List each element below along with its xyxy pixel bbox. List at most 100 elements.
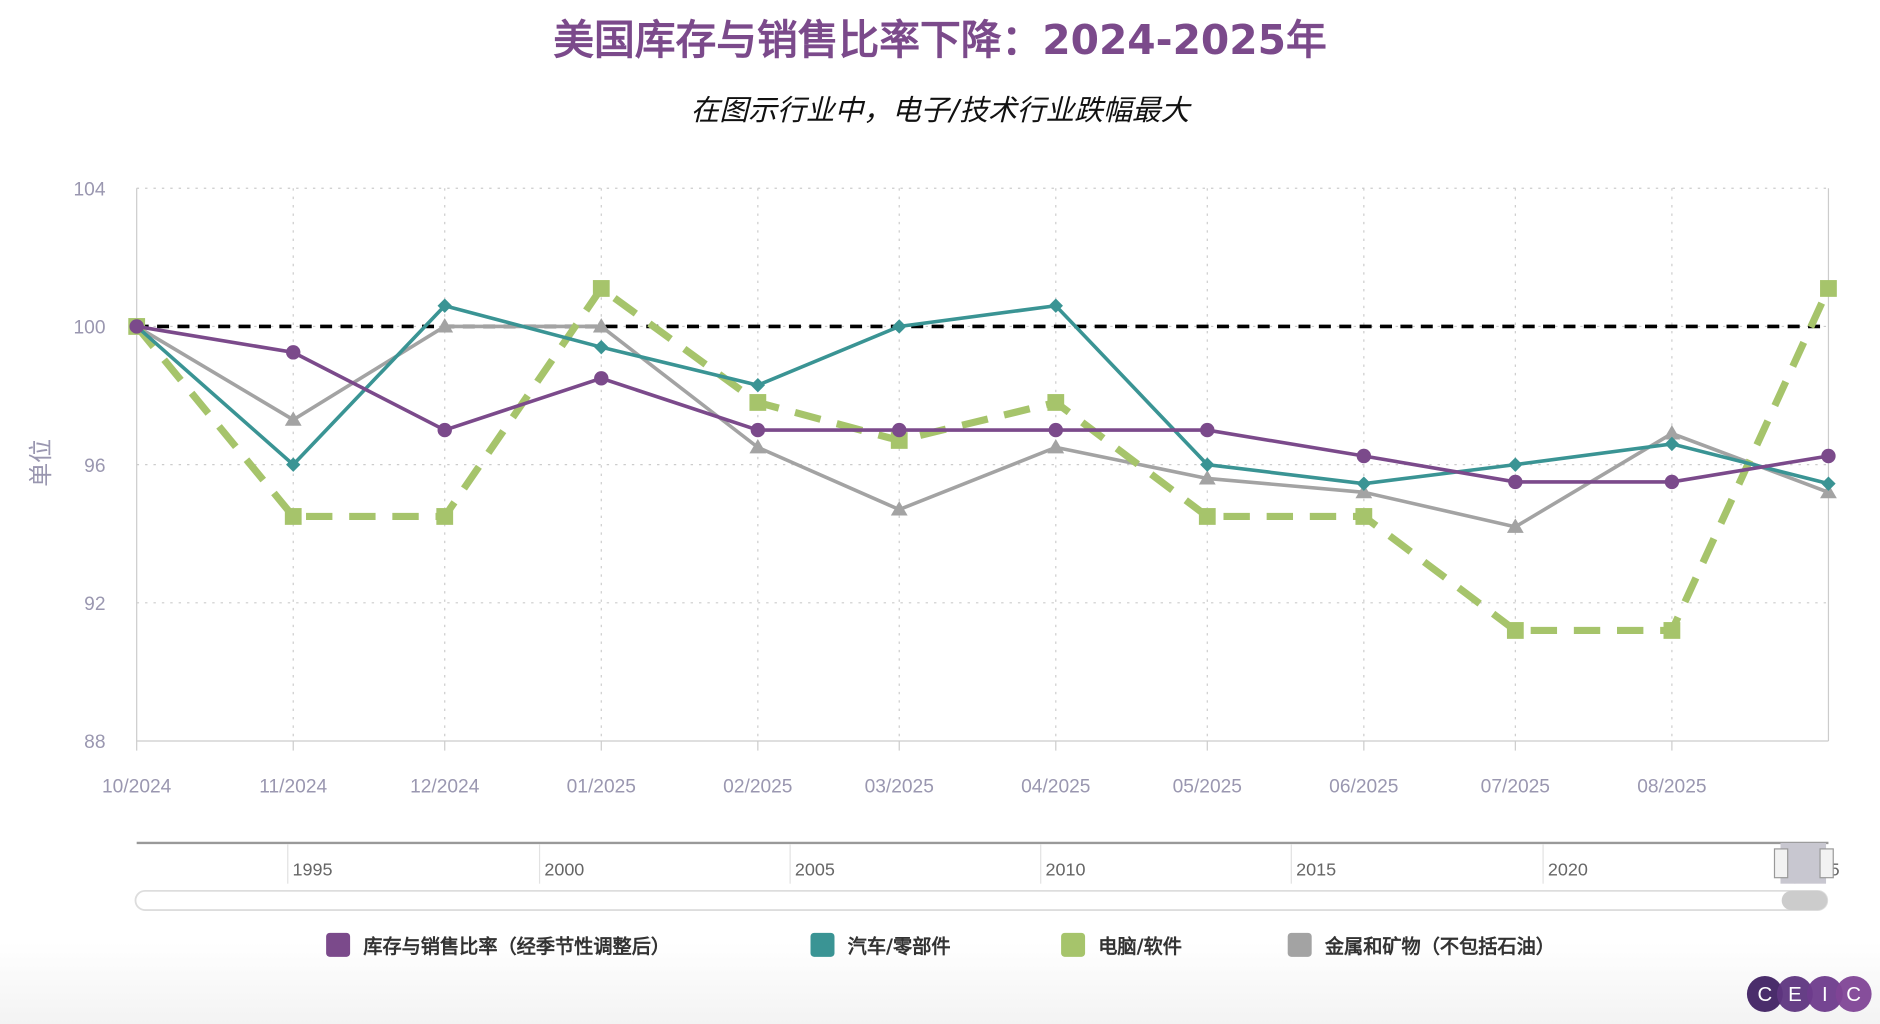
data-point[interactable]	[890, 501, 908, 516]
data-point[interactable]	[592, 280, 610, 297]
scrollbar-thumb[interactable]	[1781, 890, 1828, 911]
x-tick-label: 02/2025	[723, 777, 792, 798]
data-point[interactable]	[1047, 394, 1065, 411]
data-point[interactable]	[437, 298, 452, 313]
series-line	[135, 303, 1829, 486]
data-point[interactable]	[286, 457, 301, 472]
data-point[interactable]	[1048, 422, 1063, 438]
x-axis: 10/2024 11/2024 12/2024 01/2025 02/2025 03/20…	[102, 741, 1707, 798]
x-tick-label: 04/2025	[1021, 777, 1090, 798]
data-point[interactable]	[749, 438, 767, 454]
data-point[interactable]	[1356, 448, 1372, 464]
data-point[interactable]	[1198, 470, 1216, 485]
data-point[interactable]	[1356, 476, 1372, 491]
data-point[interactable]	[892, 319, 907, 334]
x-tick-label: 03/2025	[865, 777, 934, 798]
x-tick-label: 10/2024	[102, 777, 172, 798]
data-point[interactable]	[284, 411, 302, 426]
navigator-tick-label: 1995	[293, 859, 333, 879]
y-tick-label: 104	[74, 179, 106, 200]
data-point[interactable]	[1821, 476, 1836, 491]
data-point[interactable]	[1663, 622, 1681, 639]
navigator-tick-label: 2010	[1046, 859, 1086, 879]
y-axis-label: 单位	[27, 439, 55, 487]
data-point[interactable]	[1820, 280, 1837, 297]
data-point[interactable]	[1200, 422, 1215, 438]
x-tick-label: 11/2024	[259, 777, 327, 798]
data-point[interactable]	[286, 345, 301, 360]
data-point[interactable]	[594, 371, 609, 386]
svg-text:C: C	[1758, 984, 1773, 1006]
data-point[interactable]	[1198, 508, 1216, 525]
data-point[interactable]	[594, 339, 609, 355]
x-tick-label: 07/2025	[1481, 777, 1550, 798]
navigator-tick-label: 2000	[544, 859, 584, 879]
legend-swatch	[810, 932, 835, 957]
legend-item[interactable]: 电脑/软件	[1061, 932, 1182, 958]
y-tick-label: 100	[74, 318, 106, 339]
data-point[interactable]	[129, 319, 144, 334]
legend-label: 金属和矿物（不包括石油）	[1324, 935, 1555, 958]
grid	[136, 187, 1829, 742]
series-group	[128, 280, 1837, 639]
data-point[interactable]	[1047, 438, 1065, 454]
legend-swatch	[326, 932, 351, 957]
navigator[interactable]: 1995200020052010201520202025	[134, 841, 1840, 911]
y-tick-label: 96	[84, 456, 105, 477]
data-point[interactable]	[1200, 457, 1215, 472]
legend-label: 库存与销售比率（经季节性调整后）	[363, 935, 670, 958]
data-point[interactable]	[750, 422, 766, 438]
data-point[interactable]	[1355, 483, 1373, 499]
legend-item[interactable]: 汽车/零部件	[810, 932, 951, 958]
legend: 库存与销售比率（经季节性调整后） 汽车/零部件 电脑/软件 金属和矿物（不包括石油）	[326, 932, 1555, 958]
x-tick-label: 05/2025	[1173, 777, 1242, 798]
data-point[interactable]	[1506, 622, 1524, 639]
y-axis: 88 92 96 100 104	[74, 179, 106, 753]
y-tick-label: 88	[84, 732, 105, 753]
legend-item[interactable]: 金属和矿物（不包括石油）	[1287, 932, 1555, 958]
data-point[interactable]	[890, 432, 908, 449]
legend-item[interactable]: 库存与销售比率（经季节性调整后）	[326, 932, 670, 958]
data-point[interactable]	[1664, 474, 1680, 490]
data-point[interactable]	[892, 422, 907, 438]
legend-label: 汽车/零部件	[848, 935, 951, 958]
data-point[interactable]	[284, 508, 302, 525]
data-point[interactable]	[1663, 425, 1681, 440]
data-point[interactable]	[437, 422, 452, 438]
data-point[interactable]	[1506, 518, 1524, 533]
navigator-handle-right[interactable]	[1819, 848, 1834, 879]
y-tick-label: 92	[84, 594, 105, 615]
x-tick-label: 08/2025	[1637, 777, 1706, 798]
data-point[interactable]	[1355, 508, 1373, 525]
series-line	[135, 324, 1830, 529]
x-tick-label: 06/2025	[1329, 777, 1398, 798]
x-tick-label: 01/2025	[567, 777, 636, 798]
series-2	[128, 280, 1837, 639]
svg-text:I: I	[1822, 984, 1828, 1006]
series-3	[128, 318, 1837, 533]
navigator-handle-left[interactable]	[1773, 848, 1789, 879]
navigator-tick-label: 2005	[795, 859, 835, 879]
data-point[interactable]	[750, 377, 766, 393]
series-line	[133, 283, 1832, 635]
svg-text:E: E	[1788, 984, 1802, 1006]
data-point[interactable]	[436, 318, 454, 333]
data-point[interactable]	[1821, 448, 1836, 464]
data-point[interactable]	[1048, 298, 1063, 313]
ceic-logo: C E I C	[1746, 976, 1872, 1012]
data-point[interactable]	[436, 508, 454, 525]
data-point[interactable]	[1508, 474, 1523, 490]
scrollbar-track[interactable]	[134, 889, 1829, 911]
data-point[interactable]	[592, 318, 610, 333]
chart-subtitle: 在图示行业中，电子/技术行业跌幅最大	[691, 93, 1193, 127]
data-point[interactable]	[749, 394, 767, 411]
x-tick-label: 12/2024	[410, 777, 480, 798]
svg-text:C: C	[1846, 984, 1861, 1006]
data-point[interactable]	[1508, 457, 1523, 472]
data-point[interactable]	[1820, 483, 1837, 499]
navigator-tick-label: 2020	[1548, 859, 1588, 879]
series-line	[136, 324, 1829, 484]
series-0	[129, 319, 1836, 490]
